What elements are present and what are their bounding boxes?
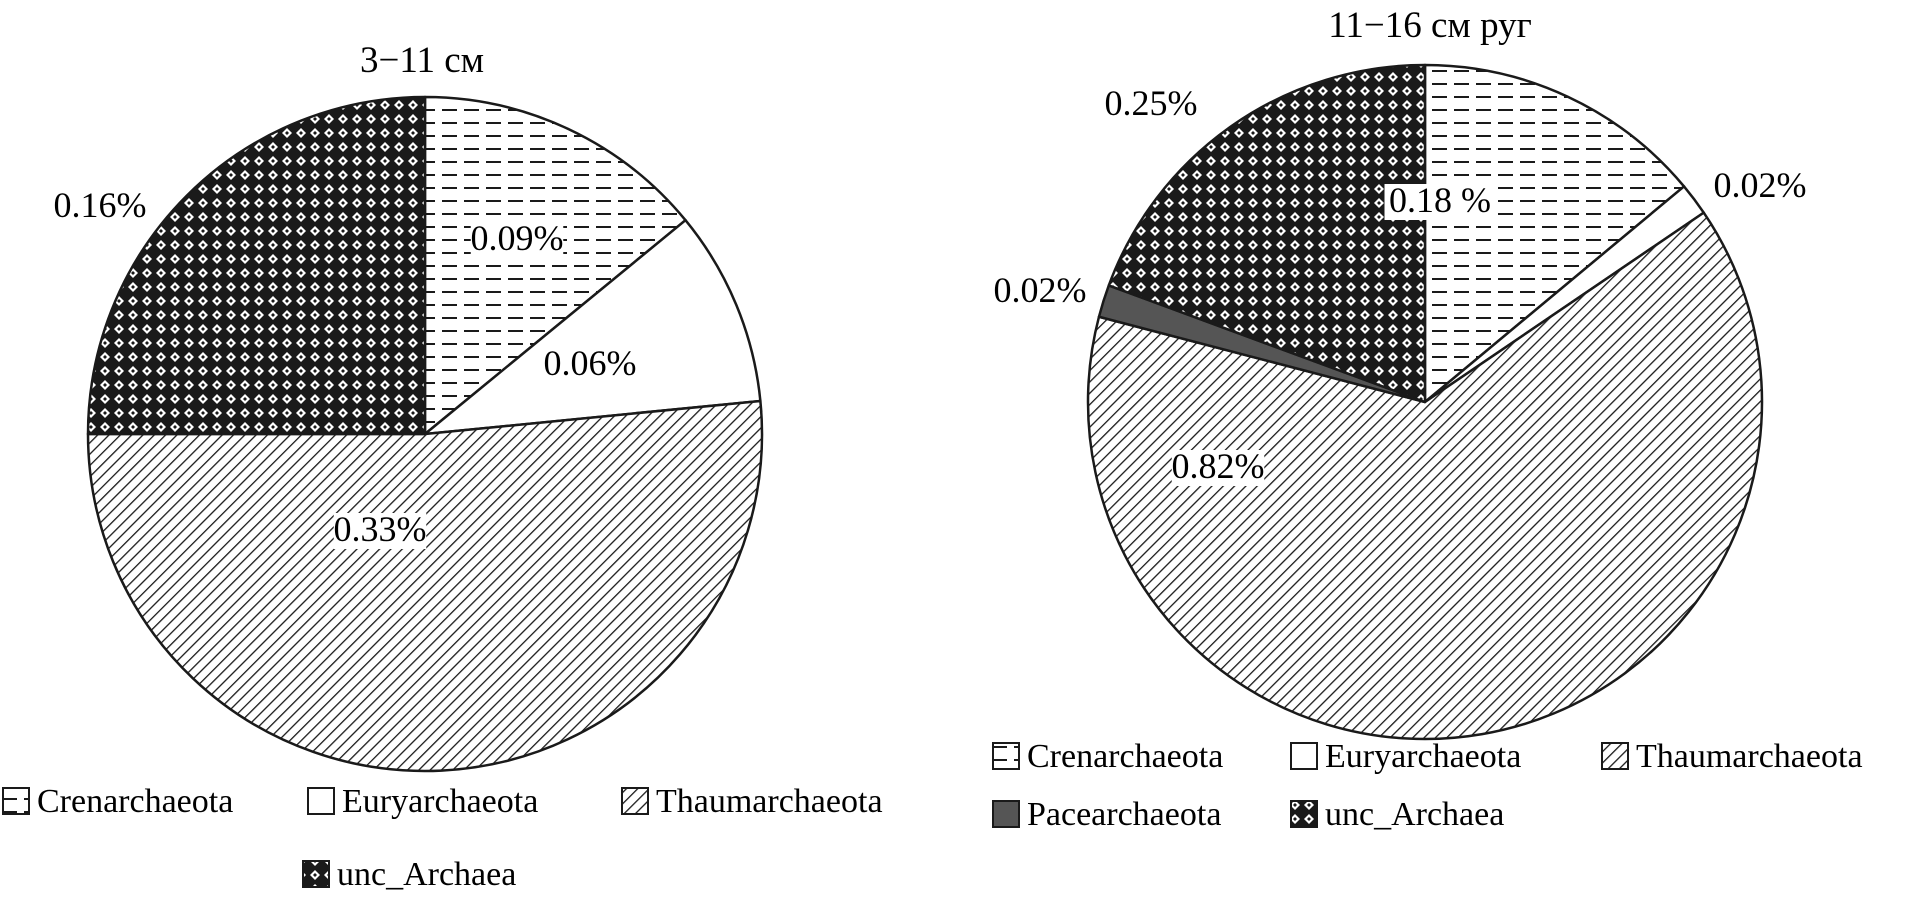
pie-slice-unc-archaea xyxy=(1107,63,1427,404)
pie-slice-crenarchaeota xyxy=(1423,63,1686,404)
data-label-unc-archaea: 0.25% xyxy=(1105,83,1198,123)
data-label-thaumarchaeota: 0.33% xyxy=(334,509,427,549)
data-label-bg xyxy=(1384,184,1496,220)
legend-label-thaumarchaeota: Thaumarchaeota xyxy=(1636,738,1863,775)
data-label-bg xyxy=(333,513,427,549)
legend-key-thaumarchaeota xyxy=(1601,742,1629,770)
pie-slice-euryarchaeota xyxy=(423,218,762,436)
chart-2-title: 11−16 см руг xyxy=(1328,5,1532,46)
legend-chart-2: Crenarchaeota Euryarchaeota Thaumarchaeota… xyxy=(992,738,1863,833)
chart-1-title: 3−11 см xyxy=(360,40,484,81)
data-label-euryarchaeota: 0.06% xyxy=(544,343,637,383)
pie-slice-thaumarchaeota xyxy=(86,399,764,773)
data-label-euryarchaeota: 0.02% xyxy=(1714,165,1807,205)
pie-slice-thaumarchaeota xyxy=(1086,211,1764,741)
legend-key-euryarchaeota xyxy=(1290,742,1318,770)
data-label-crenarchaeota: 0.18 % xyxy=(1389,180,1491,220)
data-label-unc-archaea: 0.16% xyxy=(54,185,147,225)
legend-label-unc-archaea: unc_Archaea xyxy=(337,856,516,893)
legend-label-euryarchaeota: Euryarchaeota xyxy=(1325,738,1521,775)
data-label-crenarchaeota: 0.09% xyxy=(471,218,564,258)
legend-label-crenarchaeota: Crenarchaeota xyxy=(37,783,233,820)
data-label-bg xyxy=(470,222,564,258)
legend-label-pacearchaeota: Pacearchaeota xyxy=(1027,796,1221,833)
data-label-thaumarchaeota: 0.82% xyxy=(1172,446,1265,486)
pie-slice-unc-archaea xyxy=(86,95,427,436)
legend-label-unc-archaea: unc_Archaea xyxy=(1325,796,1504,833)
legend-key-unc-archaea xyxy=(1290,800,1318,828)
data-label-pacearchaeota: 0.02% xyxy=(994,270,1087,310)
legend-key-thaumarchaeota xyxy=(621,787,649,815)
legend-key-euryarchaeota xyxy=(307,787,335,815)
legend-key-pacearchaeota xyxy=(992,800,1020,828)
legend-key-unc-archaea xyxy=(302,860,330,888)
legend-chart-1: Crenarchaeota Euryarchaeota Thaumarchaeota… xyxy=(2,783,883,893)
pie-chart-3-11: 0.09% 0.06% 0.33% 0.16% xyxy=(54,95,764,773)
legend-key-crenarchaeota xyxy=(992,742,1020,770)
legend-key-crenarchaeota xyxy=(2,787,30,815)
legend-label-crenarchaeota: Crenarchaeota xyxy=(1027,738,1223,775)
legend-label-euryarchaeota: Euryarchaeota xyxy=(342,783,538,820)
pie-slice-crenarchaeota xyxy=(423,95,687,436)
data-label-bg xyxy=(1171,450,1265,486)
legend-label-thaumarchaeota: Thaumarchaeota xyxy=(656,783,883,820)
pie-chart-11-16: 0.18 % 0.02% 0.82% 0.02% 0.25% xyxy=(994,63,1807,741)
